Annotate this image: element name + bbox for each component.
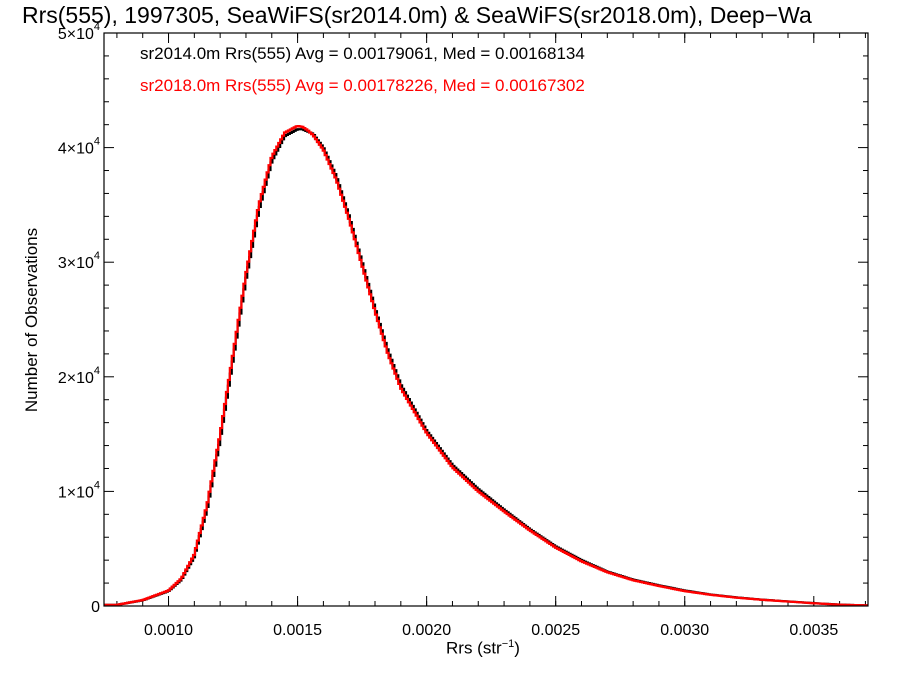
y-tick-exponent: 4: [94, 21, 100, 33]
histogram-series-sr2018.0m: [104, 124, 868, 607]
y-tick-mantissa: 3×10: [58, 255, 94, 272]
y-axis-label: Number of Observations: [22, 227, 41, 413]
x-tick-label: 0.0035: [789, 622, 838, 639]
x-tick-label: 0.0030: [660, 622, 709, 639]
y-tick-label: 5×104: [58, 21, 100, 43]
x-axis-label-exponent: −1: [501, 638, 515, 650]
y-tick-label: 4×104: [58, 136, 100, 158]
x-axis-label-close: ): [514, 638, 520, 658]
chart-title: Rrs(555), 1997305, SeaWiFS(sr2014.0m) & …: [22, 2, 812, 28]
series-layer: [104, 124, 868, 607]
y-tick-exponent: 4: [94, 250, 100, 262]
y-tick-label: 1×104: [58, 479, 100, 501]
stat-line-sr2018: sr2018.0m Rrs(555) Avg = 0.00178226, Med…: [140, 76, 585, 95]
y-tick-exponent: 4: [94, 136, 100, 148]
y-tick-mantissa: 2×10: [58, 370, 94, 387]
y-tick-label: 0: [91, 599, 100, 616]
y-tick-mantissa: 4×10: [58, 141, 94, 158]
x-axis-label: Rrs (str−1): [446, 638, 520, 659]
y-tick-mantissa: 0: [91, 599, 100, 616]
y-tick-label: 2×104: [58, 365, 100, 387]
y-tick-label: 3×104: [58, 250, 100, 272]
tick-labels: 0.0010 0.0015 0.0020 0.0025 0.0030 0.0035 0 1×1…: [58, 21, 839, 639]
y-tick-mantissa: 5×10: [58, 26, 94, 43]
y-tick-exponent: 4: [94, 479, 100, 491]
x-axis-label-main: Rrs (str: [446, 638, 502, 658]
axis-ticks: [104, 32, 868, 607]
x-tick-label: 0.0010: [144, 622, 193, 639]
stat-line-sr2014: sr2014.0m Rrs(555) Avg = 0.00179061, Med…: [140, 44, 585, 63]
x-tick-label: 0.0015: [273, 622, 322, 639]
x-tick-label: 0.0025: [531, 622, 580, 639]
y-tick-exponent: 4: [94, 365, 100, 377]
plot-frame: [103, 32, 869, 607]
histogram-series-sr2014.0m: [104, 128, 868, 607]
x-tick-label: 0.0020: [402, 622, 451, 639]
y-tick-mantissa: 1×10: [58, 484, 94, 501]
